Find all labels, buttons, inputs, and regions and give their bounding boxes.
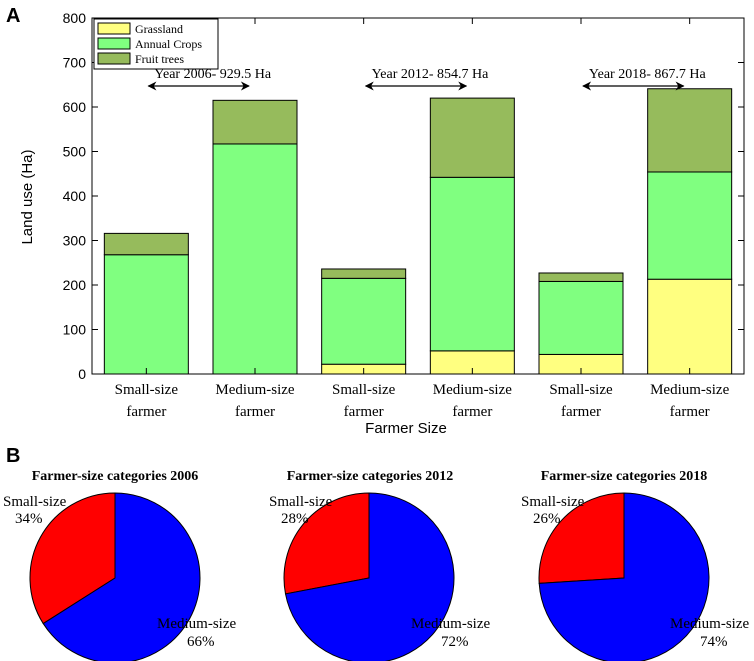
bar-segment-fruit-trees	[429, 97, 515, 178]
stacked-bar-chart: 0 100 200 300 400 500 600 700 800 Small-size farm…	[19, 10, 745, 437]
pie-label-medium: Medium-size	[411, 616, 490, 632]
legend-label: Fruit trees	[135, 52, 184, 66]
pie-slice-medium-size	[538, 492, 710, 661]
y-tick-label: 800	[63, 10, 87, 26]
pie-label-small: Small-size	[269, 494, 333, 510]
bar-segment-grassland	[647, 278, 733, 375]
legend-swatch	[97, 52, 131, 65]
legend-label: Annual Crops	[135, 37, 202, 51]
y-axis: 0 100 200 300 400 500 600 700 800	[63, 10, 744, 382]
bar-segment-annual-crops	[103, 254, 189, 375]
x-axis: Small-size farmer Medium-size farmer Small-s…	[115, 18, 730, 420]
bar-segment-fruit-trees	[321, 268, 407, 279]
bar-segment-fruit-trees	[538, 272, 624, 282]
y-tick-label: 300	[63, 233, 87, 249]
pie-charts: Farmer-size categories 2006Small-size34%…	[3, 469, 749, 661]
x-axis-label: Farmer Size	[365, 420, 447, 437]
pie-title: Farmer-size categories 2012	[287, 469, 454, 484]
x-tick-label-line2: farmer	[344, 404, 384, 420]
bar-segment-annual-crops	[647, 171, 733, 280]
pie-pct-medium: 74%	[700, 634, 728, 650]
pie-chart: Farmer-size categories 2012 Small-size28%…	[269, 469, 490, 661]
y-tick-label: 0	[78, 366, 86, 382]
x-tick-label-line2: farmer	[561, 404, 601, 420]
pie-label-small: Small-size	[3, 494, 67, 510]
pie-title: Farmer-size categories 2018	[541, 469, 708, 484]
year-total-label: Year 2012- 854.7 Ha	[372, 67, 490, 82]
pie-pct-medium: 72%	[441, 634, 469, 650]
year-total-label: Year 2006- 929.5 Ha	[154, 67, 272, 82]
y-tick-label: 400	[63, 188, 87, 204]
pie-chart: Farmer-size categories 2006 Small-size34%…	[3, 469, 236, 661]
pie-slice-medium-size	[284, 492, 455, 661]
x-tick-label: Small-size	[332, 382, 396, 398]
panel-b-label: B	[6, 445, 20, 467]
y-tick-label: 700	[63, 55, 87, 71]
bar-segment-annual-crops	[429, 176, 515, 352]
pie-title: Farmer-size categories 2006	[32, 469, 199, 484]
bar-segment-fruit-trees	[647, 88, 733, 173]
pie-pct-small: 28%	[281, 511, 309, 527]
pie-slice-medium-size	[42, 492, 201, 661]
bars	[103, 88, 733, 375]
panel-a-label: A	[6, 5, 20, 27]
x-tick-label: Medium-size	[215, 382, 294, 398]
year-total-label: Year 2018- 867.7 Ha	[589, 67, 707, 82]
x-tick-label-line2: farmer	[452, 404, 492, 420]
y-axis-label: Land use (Ha)	[19, 149, 36, 244]
bar-segment-annual-crops	[538, 280, 624, 355]
pie-chart: Farmer-size categories 2018 Small-size26%…	[521, 469, 749, 661]
y-tick-label: 500	[63, 144, 87, 160]
x-tick-label: Small-size	[549, 382, 613, 398]
pie-slice-small-size	[538, 492, 625, 584]
x-tick-label-line2: farmer	[126, 404, 166, 420]
legend-label: Grassland	[135, 22, 183, 36]
bar-segment-annual-crops	[321, 277, 407, 365]
x-tick-label: Medium-size	[433, 382, 512, 398]
pie-pct-small: 26%	[533, 511, 561, 527]
bar-segment-annual-crops	[212, 143, 298, 375]
pie-label-medium: Medium-size	[670, 616, 749, 632]
year-annotations: Year 2006- 929.5 Ha Year 2012- 854.7 Ha Ye…	[147, 67, 707, 91]
legend-swatch	[97, 37, 131, 50]
y-tick-label: 200	[63, 277, 87, 293]
pie-pct-small: 34%	[15, 511, 43, 527]
pie-slice-small-size	[283, 492, 370, 595]
legend-swatch	[97, 22, 131, 35]
pie-label-small: Small-size	[521, 494, 585, 510]
pie-label-medium: Medium-size	[157, 616, 236, 632]
x-tick-label: Small-size	[115, 382, 179, 398]
y-tick-label: 600	[63, 99, 87, 115]
x-tick-label-line2: farmer	[670, 404, 710, 420]
x-tick-label-line2: farmer	[235, 404, 275, 420]
bar-segment-fruit-trees	[103, 232, 189, 256]
x-tick-label: Medium-size	[650, 382, 729, 398]
y-tick-label: 100	[63, 322, 87, 338]
pie-pct-medium: 66%	[187, 634, 215, 650]
bar-segment-fruit-trees	[212, 99, 298, 145]
